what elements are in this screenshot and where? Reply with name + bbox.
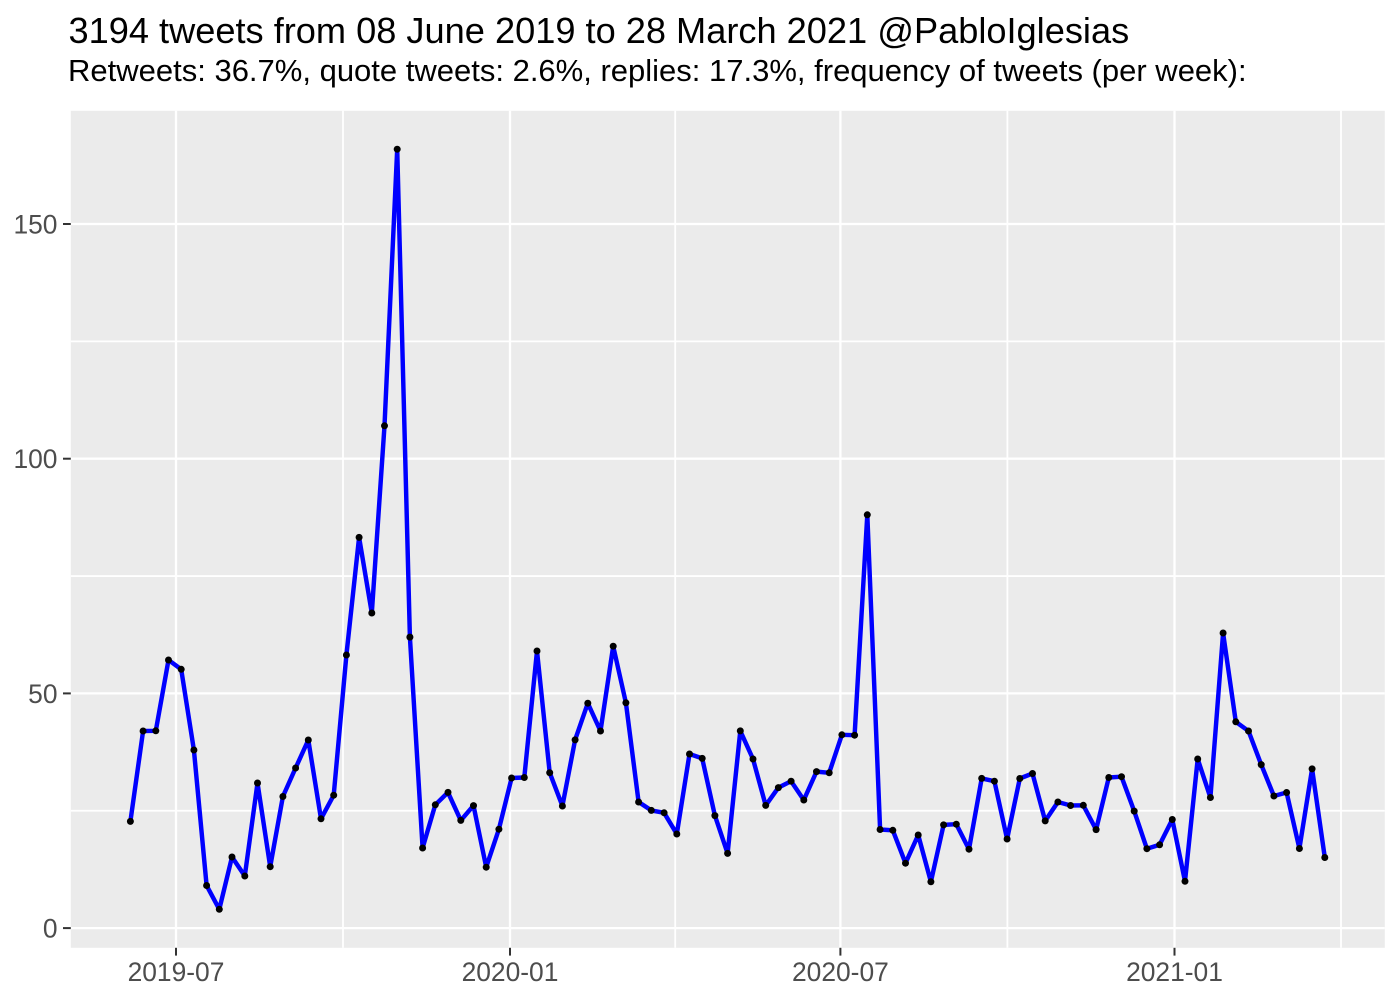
svg-text:0: 0: [43, 914, 58, 944]
svg-text:2021-01: 2021-01: [1126, 957, 1223, 987]
svg-text:Retweets: 36.7%, quote tweets:: Retweets: 36.7%, quote tweets: 2.6%, rep…: [68, 53, 1247, 88]
svg-text:3194 tweets from 08 June 2019: 3194 tweets from 08 June 2019 to 28 Marc…: [69, 10, 1130, 51]
svg-text:2020-07: 2020-07: [792, 957, 889, 987]
svg-text:50: 50: [28, 679, 57, 709]
svg-text:100: 100: [13, 444, 57, 474]
svg-text:2020-01: 2020-01: [462, 957, 559, 987]
svg-text:150: 150: [13, 210, 57, 240]
svg-text:2019-07: 2019-07: [128, 957, 225, 987]
